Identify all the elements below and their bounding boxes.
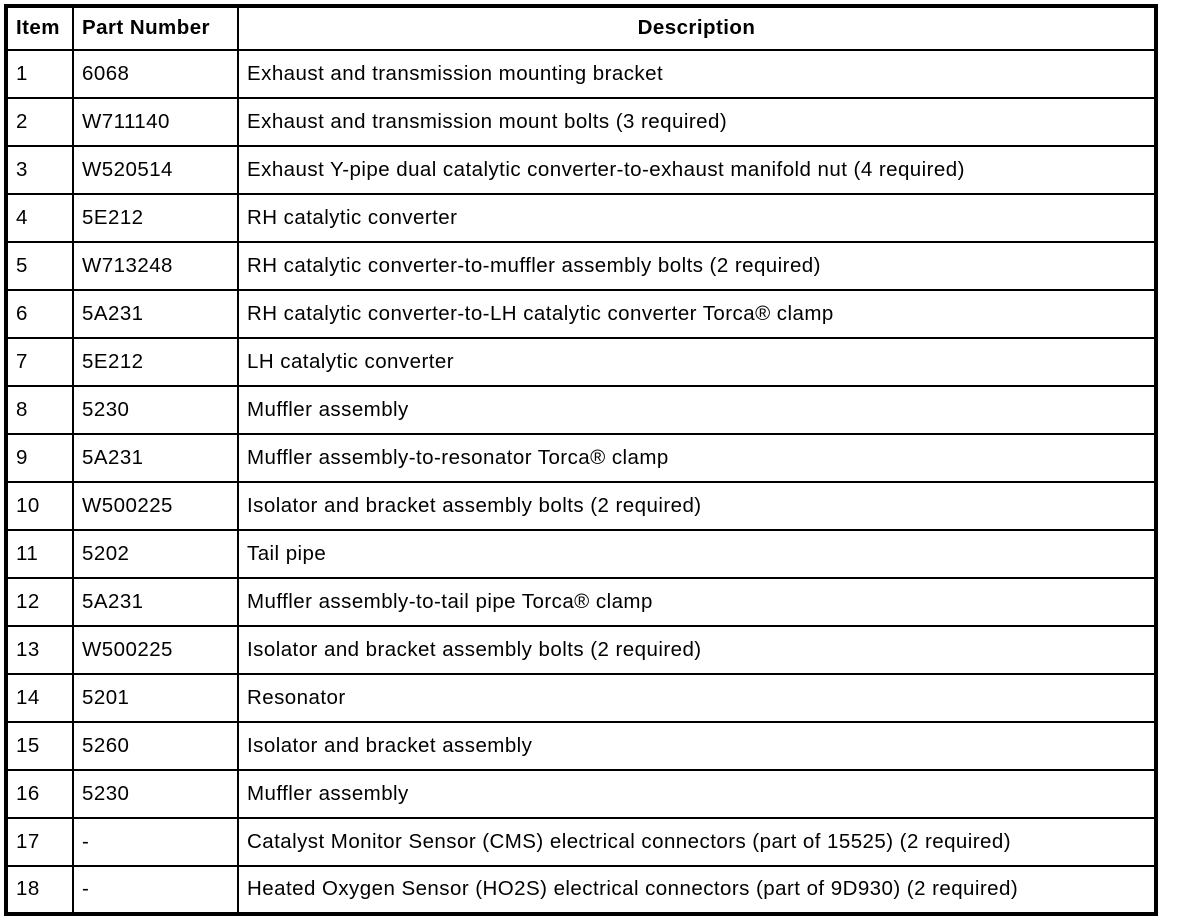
item-cell: 13 — [5, 625, 74, 675]
table-row: 10 W500225 Isolator and bracket assembly b… — [5, 481, 1157, 531]
table-row: 2 W711140 Exhaust and transmission mount b… — [5, 97, 1157, 147]
part-number-cell: W500225 — [72, 481, 239, 531]
part-number-cell: W711140 — [72, 97, 239, 147]
item-cell: 17 — [5, 817, 74, 867]
table-row: 15 5260 Isolator and bracket assembly — [5, 721, 1157, 771]
item-cell: 5 — [5, 241, 74, 291]
table-row: 18- Heated Oxygen Sensor (HO2S) electrica… — [5, 865, 1157, 915]
description-cell: RH catalytic converter — [237, 193, 1157, 243]
table-row: 17- Catalyst Monitor Sensor (CMS) electri… — [5, 817, 1157, 867]
item-cell: 11 — [5, 529, 74, 579]
part-number-cell: 5A231 — [72, 433, 239, 483]
header-row: Item Part Number Description — [5, 5, 1157, 51]
table-row: 11 5202 Tail pipe — [5, 529, 1157, 579]
part-number-cell: 5260 — [72, 721, 239, 771]
table-row: 5 W713248 RH catalytic converter-to-muffle… — [5, 241, 1157, 291]
description-cell: Catalyst Monitor Sensor (CMS) electrical… — [237, 817, 1157, 867]
header-description: Description — [237, 5, 1157, 51]
description-cell: Isolator and bracket assembly bolts (2 r… — [237, 481, 1157, 531]
description-cell: Exhaust and transmission mounting bracke… — [237, 49, 1157, 99]
item-cell: 15 — [5, 721, 74, 771]
part-number-cell: 5201 — [72, 673, 239, 723]
description-cell: Muffler assembly-to-resonator Torca® cla… — [237, 433, 1157, 483]
description-cell: Muffler assembly — [237, 385, 1157, 435]
part-number-cell: 5230 — [72, 385, 239, 435]
table-body: 1 6068 Exhaust and transmission mounting b… — [5, 49, 1157, 915]
description-cell: Exhaust and transmission mount bolts (3 … — [237, 97, 1157, 147]
description-cell: Resonator — [237, 673, 1157, 723]
item-cell: 2 — [5, 97, 74, 147]
item-cell: 4 — [5, 193, 74, 243]
item-cell: 16 — [5, 769, 74, 819]
item-cell: 14 — [5, 673, 74, 723]
table-row: 16 5230 Muffler assembly — [5, 769, 1157, 819]
table-row: 9 5A231 Muffler assembly-to-resonator Torc… — [5, 433, 1157, 483]
description-cell: RH catalytic converter-to-muffler assemb… — [237, 241, 1157, 291]
item-cell: 1 — [5, 49, 74, 99]
description-cell: Isolator and bracket assembly — [237, 721, 1157, 771]
part-number-cell: 5A231 — [72, 289, 239, 339]
item-cell: 7 — [5, 337, 74, 387]
parts-table: Item Part Number Description 1 6068 Exhaus… — [4, 4, 1158, 916]
item-cell: 10 — [5, 481, 74, 531]
description-cell: LH catalytic converter — [237, 337, 1157, 387]
description-cell: Heated Oxygen Sensor (HO2S) electrical c… — [237, 865, 1157, 915]
table-row: 6 5A231 RH catalytic converter-to-LH catal… — [5, 289, 1157, 339]
part-number-cell: 5E212 — [72, 193, 239, 243]
description-cell: Muffler assembly — [237, 769, 1157, 819]
item-cell: 6 — [5, 289, 74, 339]
description-cell: Tail pipe — [237, 529, 1157, 579]
item-cell: 9 — [5, 433, 74, 483]
part-number-cell: 6068 — [72, 49, 239, 99]
part-number-cell: W500225 — [72, 625, 239, 675]
table-row: 3 W520514 Exhaust Y-pipe dual catalytic co… — [5, 145, 1157, 195]
table-row: 8 5230 Muffler assembly — [5, 385, 1157, 435]
table-row: 14 5201 Resonator — [5, 673, 1157, 723]
header-part-number: Part Number — [72, 5, 239, 51]
part-number-cell: 5A231 — [72, 577, 239, 627]
part-number-cell: 5202 — [72, 529, 239, 579]
item-cell: 8 — [5, 385, 74, 435]
part-number-cell: W520514 — [72, 145, 239, 195]
table-row: 4 5E212 RH catalytic converter — [5, 193, 1157, 243]
part-number-cell: 5E212 — [72, 337, 239, 387]
part-number-cell: - — [72, 865, 239, 915]
item-cell: 18 — [5, 865, 74, 915]
table-row: 1 6068 Exhaust and transmission mounting b… — [5, 49, 1157, 99]
part-number-cell: W713248 — [72, 241, 239, 291]
table-row: 13 W500225 Isolator and bracket assembly b… — [5, 625, 1157, 675]
item-cell: 3 — [5, 145, 74, 195]
description-cell: RH catalytic converter-to-LH catalytic c… — [237, 289, 1157, 339]
item-cell: 12 — [5, 577, 74, 627]
table-row: 12 5A231 Muffler assembly-to-tail pipe Tor… — [5, 577, 1157, 627]
part-number-cell: 5230 — [72, 769, 239, 819]
description-cell: Isolator and bracket assembly bolts (2 r… — [237, 625, 1157, 675]
part-number-cell: - — [72, 817, 239, 867]
description-cell: Muffler assembly-to-tail pipe Torca® cla… — [237, 577, 1157, 627]
table-row: 7 5E212 LH catalytic converter — [5, 337, 1157, 387]
description-cell: Exhaust Y-pipe dual catalytic converter-… — [237, 145, 1157, 195]
header-item: Item — [5, 5, 74, 51]
